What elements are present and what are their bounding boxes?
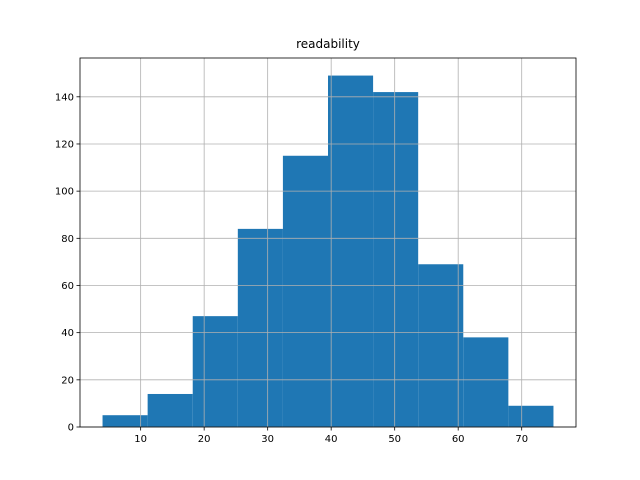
histogram-bar [418,264,464,427]
x-tick-label: 60 [452,434,465,445]
histogram-bar [147,393,193,427]
histogram-bar [463,337,509,427]
chart-title: readability [296,37,360,51]
y-tick-label: 60 [61,281,74,292]
y-tick-label: 40 [61,328,74,339]
x-tick-label: 50 [388,434,401,445]
histogram-bar [373,92,419,428]
plot-frame [79,57,577,428]
histogram-bar [508,405,554,427]
x-axis: 10 20 30 40 50 60 70 [134,427,528,445]
x-tick-label: 20 [198,434,211,445]
x-tick-label: 30 [261,434,274,445]
histogram-bar [102,415,148,427]
histogram-bar [192,316,238,427]
y-tick-label: 100 [55,187,74,198]
y-axis: 0 20 40 60 80 100 120 140 [55,92,80,434]
y-tick-label: 80 [61,234,74,245]
bars-group [102,75,554,428]
y-tick-label: 0 [68,423,74,434]
y-tick-label: 140 [55,92,74,103]
histogram-bar [237,228,283,427]
y-tick-label: 20 [61,375,74,386]
x-tick-label: 70 [515,434,528,445]
y-tick-label: 120 [55,139,74,150]
histogram-bar [282,155,328,427]
histogram-bar [328,75,374,428]
x-tick-label: 40 [325,434,338,445]
x-tick-label: 10 [134,434,147,445]
